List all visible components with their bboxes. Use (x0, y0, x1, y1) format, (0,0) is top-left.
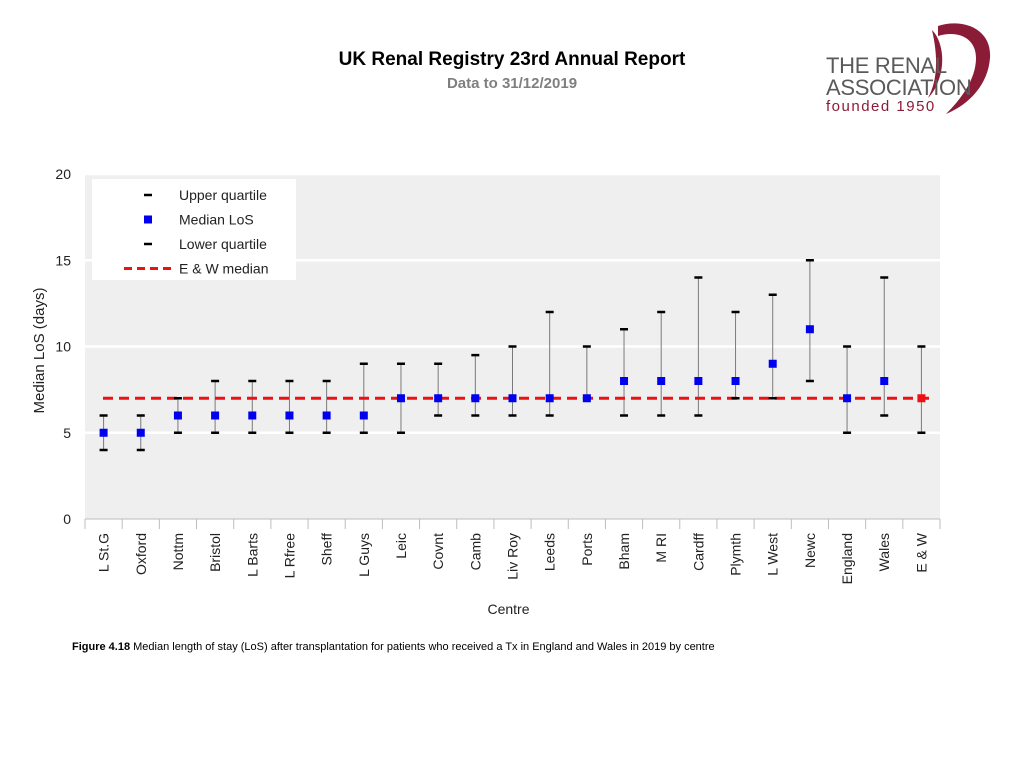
x-category-label: Nottm (170, 533, 186, 570)
median-marker (173, 411, 182, 420)
legend-box (92, 179, 296, 280)
x-category-label: L Rfree (281, 533, 297, 579)
median-marker (917, 394, 926, 403)
median-marker (434, 394, 443, 403)
x-category-label: Newc (802, 533, 818, 568)
caption-text: Median length of stay (LoS) after transp… (130, 641, 715, 653)
y-tick-label: 15 (55, 252, 71, 268)
legend-label: E & W median (179, 261, 268, 277)
x-category-label: Cardff (690, 533, 706, 571)
x-category-label: L St.G (96, 533, 112, 572)
x-category-label: M RI (653, 533, 669, 563)
median-marker (396, 394, 405, 403)
los-chart: 0 5 10 15 20 Median LoS (days) L St.G Oxford Not… (31, 166, 941, 617)
legend-label: Lower quartile (179, 236, 267, 252)
median-marker (731, 377, 740, 385)
logo-text-line3: founded 1950 (826, 98, 936, 115)
y-tick-label: 20 (55, 166, 71, 182)
x-category-label: Bham (616, 533, 632, 570)
median-marker (285, 411, 294, 420)
median-marker (620, 377, 629, 385)
y-tick-label: 5 (63, 425, 71, 441)
median-marker (694, 377, 703, 385)
x-category-label: Camb (467, 533, 483, 571)
x-category-label: Ports (579, 533, 595, 566)
logo-text-line2: ASSOCIATION (826, 75, 972, 100)
x-category-label: L West (765, 533, 781, 576)
median-marker (805, 325, 814, 334)
median-marker (136, 428, 145, 437)
x-category-label: Wales (876, 533, 892, 571)
median-marker (880, 377, 889, 385)
logo-text-line1: THE RENAL (826, 53, 947, 78)
median-marker (657, 377, 666, 385)
logo-swoosh-icon (928, 23, 991, 114)
y-axis-title: Median LoS (days) (31, 288, 48, 414)
median-marker (768, 359, 777, 368)
x-category-label: Leic (393, 533, 409, 559)
x-category-label: Covnt (430, 533, 446, 570)
report-title: UK Renal Registry 23rd Annual Report (338, 49, 686, 70)
caption-label: Figure 4.18 (72, 641, 131, 653)
x-category-label: Sheff (319, 533, 335, 566)
legend-label: Upper quartile (179, 187, 267, 203)
report-header: UK Renal Registry 23rd Annual Report Dat… (0, 48, 1024, 92)
figure-caption: Figure 4.18 Median length of stay (LoS) … (72, 641, 715, 653)
logo-swoosh-inner (928, 30, 943, 98)
median-marker (843, 394, 852, 403)
median-marker (582, 394, 591, 403)
x-category-label: Liv Roy (505, 533, 521, 580)
x-category-label: L Guys (356, 533, 372, 577)
logo-swoosh-outer (938, 23, 991, 114)
median-marker (508, 394, 517, 403)
y-tick-label: 10 (55, 339, 71, 355)
median-marker (248, 411, 257, 420)
x-category-label: Leeds (542, 533, 558, 571)
renal-association-logo: THE RENAL ASSOCIATION founded 1950 (820, 22, 1000, 122)
x-category-label: Bristol (207, 533, 223, 572)
median-marker (359, 411, 368, 420)
x-category-label: Oxford (133, 533, 149, 575)
y-tick-label: 0 (63, 511, 71, 527)
report-subtitle: Data to 31/12/2019 (446, 75, 578, 92)
median-marker (545, 394, 554, 403)
x-category-label: E & W (913, 532, 929, 572)
legend-symbol-square (144, 215, 152, 224)
median-marker (471, 394, 480, 403)
median-marker (322, 411, 331, 420)
x-category-label: Plymth (728, 533, 744, 576)
x-category-label: England (839, 533, 855, 584)
x-category-label: L Barts (244, 533, 260, 577)
median-marker (99, 428, 108, 437)
x-axis-title: Centre (487, 601, 529, 617)
legend-label: Median LoS (179, 212, 254, 228)
median-marker (211, 411, 220, 420)
